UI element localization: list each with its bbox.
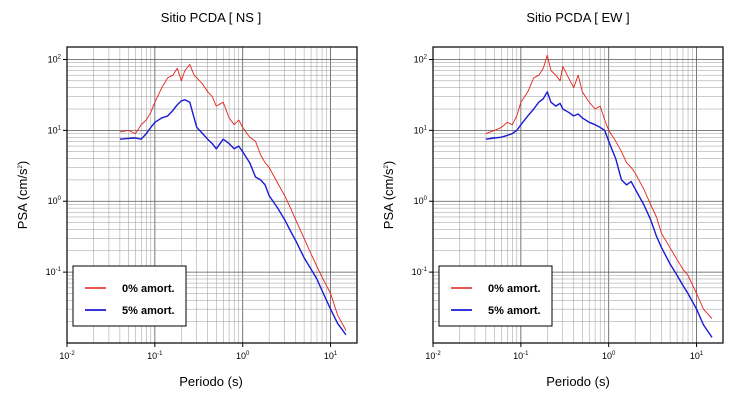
y-tick-exponent: 1 (58, 125, 62, 131)
y-tick-exponent: 2 (424, 54, 428, 60)
chart-title: Sitio PCDA [ NS ] (161, 10, 261, 25)
y-tick-label: 100 (48, 196, 62, 206)
y-tick-base: 10 (48, 196, 58, 206)
y-axis-label-main: PSA (cm/s (381, 168, 396, 229)
y-tick-base: 10 (414, 125, 424, 135)
legend-box (72, 265, 187, 327)
series-layer (485, 54, 713, 338)
chart-title: Sitio PCDA [ EW ] (526, 10, 629, 25)
x-tick-exponent: -2 (69, 351, 75, 357)
legend-label-series-0: 0% amort. (488, 283, 541, 295)
y-tick-base: 10 (46, 267, 56, 277)
chart-panel-ns: Sitio PCDA [ NS ] 10-2 10-1 100 10110-11001… (15, 10, 358, 389)
y-axis-label: PSA (cm/s2) (15, 161, 30, 229)
legend: 0% amort. 5% amort. (72, 265, 187, 327)
legend-label-series-0: 0% amort. (122, 283, 175, 295)
x-tick-base: 10 (324, 351, 334, 361)
x-tick-base: 10 (425, 351, 435, 361)
y-axis-label-close: ) (381, 161, 396, 165)
x-tick-exponent: 0 (612, 351, 616, 357)
x-tick-exponent: -1 (157, 351, 163, 357)
y-tick-base: 10 (414, 54, 424, 64)
x-tick-exponent: -1 (523, 351, 529, 357)
y-tick-exponent: -1 (422, 267, 428, 273)
y-tick-base: 10 (48, 125, 58, 135)
x-tick-label: 100 (236, 351, 250, 361)
x-tick-exponent: 0 (246, 351, 250, 357)
x-tick-exponent: 1 (700, 351, 704, 357)
x-tick-label: 100 (602, 351, 616, 361)
x-tick-exponent: -2 (435, 351, 441, 357)
x-tick-base: 10 (513, 351, 523, 361)
series-line-1 (485, 91, 713, 338)
y-tick-exponent: 0 (58, 196, 62, 202)
x-tick-base: 10 (602, 351, 612, 361)
y-tick-exponent: -1 (56, 267, 62, 273)
chart-panel-ew: Sitio PCDA [ EW ] 10-2 10-1 100 10110-11001… (381, 10, 724, 389)
y-axis-label-main: PSA (cm/s (15, 168, 30, 229)
y-tick-label: 10-1 (46, 267, 62, 277)
x-tick-base: 10 (59, 351, 69, 361)
series-line-0 (485, 54, 713, 320)
x-axis-label: Periodo (s) (546, 374, 610, 389)
y-tick-label: 101 (414, 125, 428, 135)
legend-box (438, 265, 553, 327)
legend: 0% amort. 5% amort. (438, 265, 553, 327)
y-tick-exponent: 0 (424, 196, 428, 202)
y-tick-exponent: 1 (424, 125, 428, 131)
x-tick-exponent: 1 (334, 351, 338, 357)
y-tick-label: 100 (414, 196, 428, 206)
y-axis-label-close: ) (15, 161, 30, 165)
legend-label-series-1: 5% amort. (488, 305, 541, 317)
x-tick-label: 10-2 (425, 351, 441, 361)
y-axis-label-superscript: 2 (18, 165, 24, 169)
y-tick-label: 101 (48, 125, 62, 135)
x-tick-base: 10 (690, 351, 700, 361)
y-axis-label: PSA (cm/s2) (381, 161, 396, 229)
x-axis-label: Periodo (s) (179, 374, 243, 389)
y-tick-label: 10-1 (412, 267, 428, 277)
y-tick-label: 102 (414, 54, 428, 64)
series-line-1 (119, 99, 347, 336)
x-tick-label: 101 (690, 351, 704, 361)
plot-frame (66, 46, 358, 344)
x-tick-label: 10-1 (513, 351, 529, 361)
series-line-0 (119, 64, 347, 331)
y-tick-base: 10 (412, 267, 422, 277)
x-tick-base: 10 (147, 351, 157, 361)
x-tick-base: 10 (236, 351, 246, 361)
legend-label-series-1: 5% amort. (122, 305, 175, 317)
plot-frame (432, 46, 724, 344)
series-layer (119, 64, 347, 336)
x-tick-label: 10-1 (147, 351, 163, 361)
y-tick-exponent: 2 (58, 54, 62, 60)
y-tick-label: 102 (48, 54, 62, 64)
y-tick-base: 10 (414, 196, 424, 206)
y-axis-label-superscript: 2 (384, 165, 390, 169)
y-tick-base: 10 (48, 54, 58, 64)
x-tick-label: 10-2 (59, 351, 75, 361)
x-tick-label: 101 (324, 351, 338, 361)
grid-layer (66, 47, 358, 344)
